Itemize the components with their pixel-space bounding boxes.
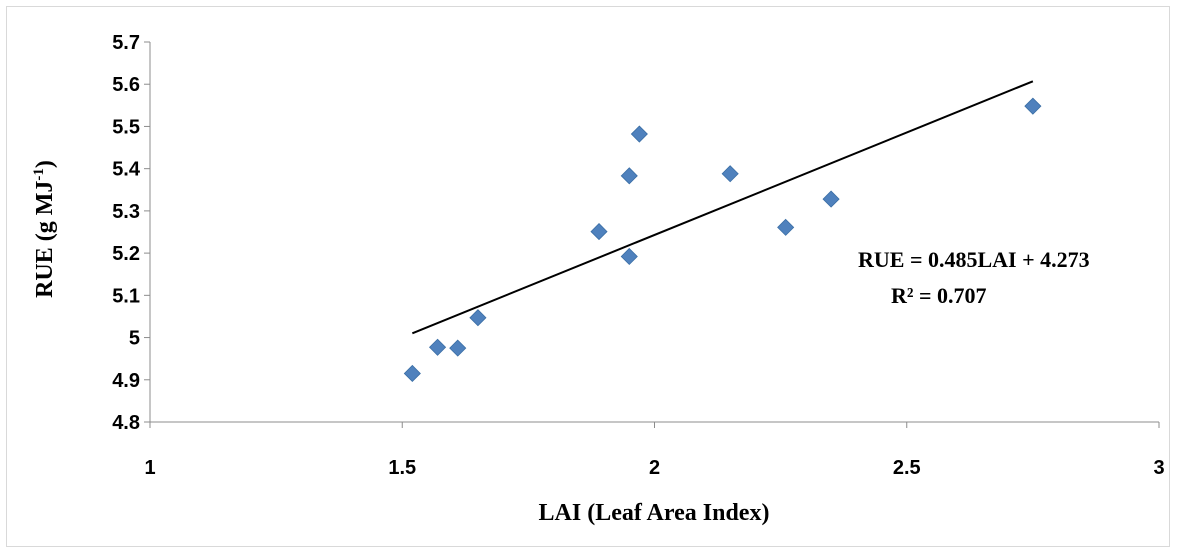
x-tick-label: 1.5 (388, 457, 416, 479)
y-tick-label: 4.8 (112, 412, 140, 434)
y-tick-label: 4.9 (112, 370, 140, 392)
data-point (428, 338, 447, 356)
x-tick-label: 1 (144, 457, 155, 479)
x-tick-label: 2.5 (893, 457, 921, 479)
y-axis-title-main: RUE (g MJ (32, 181, 58, 298)
y-tick-label: 5.3 (112, 201, 140, 223)
y-axis-title: RUE (g MJ-1) (31, 160, 58, 298)
x-axis-title: LAI (Leaf Area Index) (539, 500, 770, 526)
y-tick-label: 5.7 (112, 32, 140, 54)
y-axis-title-close: ) (32, 160, 58, 168)
data-point (777, 218, 795, 236)
x-tick-label: 3 (1153, 457, 1164, 479)
r-squared-label: R² = 0.707 (891, 283, 987, 308)
y-tick-label: 5.5 (112, 116, 140, 138)
data-point (1024, 97, 1042, 115)
data-point (403, 364, 421, 383)
y-tick-label: 5 (129, 328, 140, 350)
x-tick-labels: 1 1.5 2 2.5 3 (144, 457, 1164, 479)
tick-marks (144, 41, 1160, 428)
data-point (721, 165, 739, 183)
x-tick-label: 2 (649, 457, 660, 479)
regression-equation: RUE = 0.485LAI + 4.273 (858, 247, 1090, 272)
y-tick-label: 5.6 (112, 74, 140, 96)
y-tick-labels: 4.8 4.9 5 5.1 5.2 5.3 5.4 5.5 5.6 5.7 (112, 32, 141, 434)
trendline (411, 80, 1034, 335)
data-point (590, 223, 608, 241)
y-tick-label: 5.2 (112, 243, 140, 265)
chart-frame (6, 6, 1170, 547)
data-point (449, 339, 467, 357)
data-point (620, 247, 638, 266)
data-point (469, 309, 487, 327)
y-tick-label: 5.1 (112, 285, 140, 307)
data-point (620, 167, 638, 185)
data-point (822, 190, 840, 208)
data-points (403, 97, 1042, 383)
y-axis-title-superscript: -1 (31, 168, 47, 181)
y-tick-label: 5.4 (112, 159, 141, 181)
data-point (630, 125, 648, 143)
